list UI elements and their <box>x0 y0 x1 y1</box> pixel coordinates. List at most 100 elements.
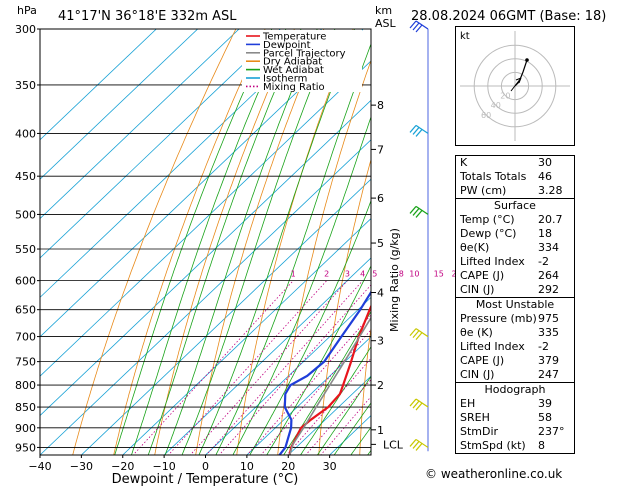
profiles <box>278 290 371 455</box>
table-row: Lifted Index -2 <box>456 340 574 354</box>
height-tick-label: 7 <box>377 143 384 156</box>
wet-adiabat-line <box>333 402 371 455</box>
isotherm-line <box>246 336 371 455</box>
wind-barb-feather <box>409 20 417 29</box>
table-row: CIN (J) 292 <box>456 283 574 297</box>
mixing-ratio-label: 15 <box>434 270 444 279</box>
height-tick-label: 6 <box>377 192 384 205</box>
wind-barb-feather <box>409 439 417 447</box>
row-value: 379 <box>538 354 559 367</box>
row-label: CAPE (J) <box>460 269 505 282</box>
wind-barb-feather <box>415 129 423 137</box>
table-row: StmSpd (kt) 8 <box>456 439 574 453</box>
wind-barb-feather <box>409 328 417 336</box>
height-tick-label: 8 <box>377 99 384 112</box>
isotherm-line <box>163 257 371 455</box>
hodograph-table-list: EH 39 SREH 58 StmDir 237° StmSpd (kt) 8 <box>456 397 574 453</box>
location-title: 41°17'N 36°18'E 332m ASL <box>58 9 237 24</box>
row-value: 292 <box>538 283 559 296</box>
wind-barb-feather <box>412 127 420 135</box>
mixing-ratio-label: 10 <box>409 270 419 279</box>
hodograph-ring-label: 60 <box>481 111 491 120</box>
row-value: 237° <box>538 425 565 438</box>
row-value: -2 <box>538 340 549 353</box>
temperature-tick-label: 0 <box>202 460 209 473</box>
datetime-title: 28.08.2024 06GMT (Base: 18) <box>411 9 606 24</box>
mixing-ratio-line <box>286 357 371 455</box>
row-label: Dewp (°C) <box>460 227 517 240</box>
pressure-tick-label: 500 <box>15 208 36 221</box>
mixing-ratio-label: 5 <box>372 270 377 279</box>
surface-title: Surface <box>456 198 574 213</box>
row-value: 264 <box>538 269 559 282</box>
row-label: K <box>460 156 468 169</box>
pressure-tick-label: 600 <box>15 275 36 288</box>
row-value: 46 <box>538 170 552 183</box>
temperature-tick-label: −10 <box>153 460 176 473</box>
dewpoint-profile <box>278 290 371 455</box>
wind-barbs <box>409 20 429 452</box>
height-tick-label: 2 <box>377 379 384 392</box>
row-label: EH <box>460 397 476 410</box>
wind-barb-feather <box>412 208 420 216</box>
indices-list: K 30 Totals Totals 46 PW (cm) 3.28 <box>456 156 574 198</box>
pressure-tick-label: 700 <box>15 331 36 344</box>
wind-barb <box>409 205 429 218</box>
isotherm-line <box>40 29 240 220</box>
wind-barb-feather <box>409 125 417 133</box>
mixing-ratio-label: 4 <box>360 270 365 279</box>
row-value: 58 <box>538 411 552 424</box>
pressure-tick-label: 650 <box>15 304 36 317</box>
wind-barb <box>409 438 429 451</box>
row-label: CAPE (J) <box>460 354 505 367</box>
wet-adiabat-line <box>283 310 371 455</box>
height-tick-label: 5 <box>377 237 384 250</box>
wind-barb <box>409 124 429 137</box>
mixing-ratio-line <box>167 280 328 455</box>
isotherm-line <box>40 99 371 417</box>
wet-adiabat-line <box>300 346 371 455</box>
temperature-tick-label: −20 <box>111 460 134 473</box>
most-unstable-list: Pressure (mb) 975 θe (K) 335 Lifted Index -2 C… <box>456 312 574 382</box>
hodograph-ring-label: 40 <box>491 101 501 110</box>
legend-entry: Parcel Trajectory <box>263 48 346 59</box>
table-row: SREH 58 <box>456 411 574 425</box>
pressure-tick-label: 400 <box>15 127 36 140</box>
height-tick-label: 3 <box>377 335 384 348</box>
legend-entry: Dewpoint <box>263 40 311 51</box>
wind-barb-feather <box>409 206 417 214</box>
hpa-label: hPa <box>17 4 37 17</box>
lcl-label: LCL <box>383 438 404 451</box>
legend-entry: Dry Adiabat <box>263 57 322 68</box>
wind-barb-feather <box>412 400 420 409</box>
index-panel: K 30 Totals Totals 46 PW (cm) 3.28 Surface Te… <box>455 155 575 454</box>
table-row: EH 39 <box>456 397 574 411</box>
temperature-tick-label: 20 <box>281 460 295 473</box>
axes: 1234581015202530035040045050055060065070… <box>15 23 476 473</box>
wind-barb <box>409 398 429 411</box>
table-row: Totals Totals 46 <box>456 170 574 184</box>
wind-barb <box>409 20 429 33</box>
isotherm-line <box>80 178 371 455</box>
table-row: Pressure (mb) 975 <box>456 312 574 326</box>
copyright-footer: © weatheronline.co.uk <box>425 467 563 481</box>
mixing-ratio-axis-label: Mixing Ratio (g/kg) <box>388 228 401 332</box>
temperature-tick-label: 30 <box>323 460 337 473</box>
table-row: CAPE (J) 264 <box>456 269 574 283</box>
row-value: 975 <box>538 312 559 325</box>
table-row: θe (K) 335 <box>456 326 574 340</box>
isotherm-line <box>287 375 371 455</box>
row-label: StmSpd (kt) <box>460 439 526 452</box>
hodograph-box: kt 20 40 60 <box>455 26 575 146</box>
mixing-ratio-label: 8 <box>399 270 404 279</box>
isotherm-line <box>40 139 371 455</box>
dry-adiabat-line <box>72 29 237 455</box>
row-value: 334 <box>538 241 559 254</box>
parcel-trajectory-profile <box>288 316 371 455</box>
legend-entry: Temperature <box>262 32 326 43</box>
mixing-ratio-label: 3 <box>345 270 350 279</box>
dry-adiabat-line <box>593 29 618 466</box>
hodograph-ring <box>500 71 530 101</box>
